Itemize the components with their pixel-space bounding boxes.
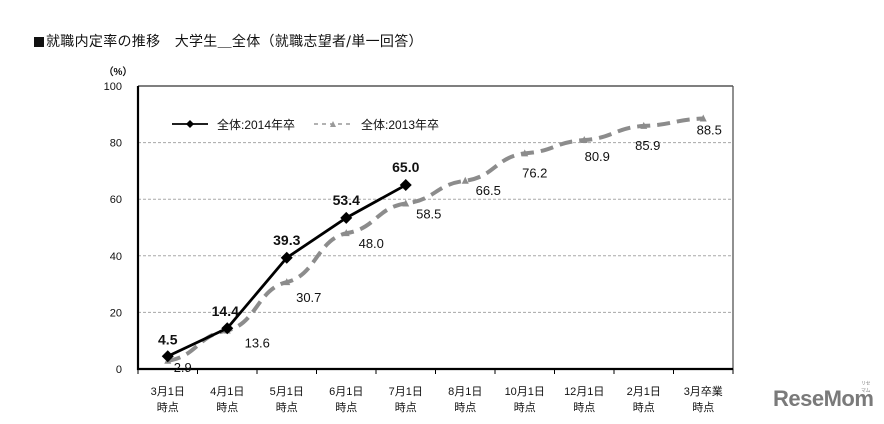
data-label-2013: 2.9 [174, 360, 192, 375]
diamond-marker-icon [161, 350, 174, 363]
diamond-marker-icon [221, 322, 234, 335]
triangle-marker-icon [342, 229, 350, 237]
x-tick-label: 3月卒業 [684, 384, 723, 398]
x-tick-label: 8月1日 [448, 386, 482, 398]
triangle-marker-icon [521, 149, 529, 157]
legend-diamond-icon [186, 120, 194, 128]
triangle-marker-icon [640, 121, 648, 129]
square-bullet-icon [34, 37, 44, 47]
x-tick-label: 時点 [216, 401, 238, 414]
y-tick-label: 0 [116, 364, 122, 376]
triangle-marker-icon [580, 136, 588, 144]
y-tick-label: 20 [110, 307, 122, 319]
triangle-marker-icon [461, 176, 469, 184]
data-label-2013: 66.5 [476, 183, 501, 198]
legend-2013-label: 全体:2013年卒 [361, 117, 439, 132]
logo-text: ReseMom [773, 386, 874, 411]
legend-triangle-icon [330, 121, 336, 127]
series-2014-line [167, 183, 407, 358]
diamond-marker-icon [340, 211, 353, 224]
data-label-2013: 80.9 [585, 149, 610, 164]
x-tick-label: 時点 [633, 401, 655, 414]
y-tick-label: 80 [110, 138, 122, 150]
legend-2014-label: 全体:2014年卒 [217, 117, 295, 132]
data-label-2014: 14.4 [212, 303, 239, 319]
y-tick-label: 40 [110, 251, 122, 263]
x-tick-label: 時点 [454, 401, 476, 414]
chart-title: 就職内定率の推移 大学生＿全体（就職志望者/単一回答） [34, 31, 423, 51]
x-tick-label: 4月1日 [210, 386, 244, 398]
data-label-2013: 58.5 [416, 206, 441, 221]
data-label-2013: 30.7 [296, 290, 321, 305]
x-tick-label: 時点 [395, 401, 417, 414]
y-tick-label: 60 [110, 194, 122, 206]
x-tick-label: 時点 [573, 401, 595, 414]
triangle-marker-icon [402, 199, 410, 207]
logo-ruby: リセマム [861, 381, 871, 394]
x-tick-label: 時点 [514, 401, 536, 414]
chart-title-text: 就職内定率の推移 大学生＿全体（就職志望者/単一回答） [46, 34, 423, 50]
x-tick-label: 5月1日 [270, 386, 304, 398]
series-2013-line [167, 116, 704, 363]
data-label-2014: 53.4 [333, 192, 360, 208]
resemom-logo: ReseMom リセマム [773, 381, 874, 412]
y-unit-label: （%） [104, 65, 133, 78]
x-tick-label: 時点 [276, 401, 298, 414]
x-tick-label: 12月1日 [564, 386, 604, 398]
x-tick-label: 2月1日 [627, 386, 661, 398]
data-label-2014: 39.3 [273, 232, 300, 248]
y-tick-label: 100 [104, 81, 122, 93]
data-label-2014: 4.5 [158, 331, 178, 347]
x-tick-label: 時点 [335, 401, 357, 414]
data-label-2013: 48.0 [359, 236, 384, 251]
diamond-marker-icon [280, 251, 293, 264]
x-tick-label: 10月1日 [505, 386, 545, 398]
data-label-2013: 88.5 [697, 123, 722, 138]
x-tick-label: 7月1日 [389, 386, 423, 398]
triangle-marker-icon [699, 114, 707, 122]
x-tick-label: 時点 [157, 401, 179, 414]
x-tick-label: 6月1日 [329, 386, 363, 398]
data-label-2013: 85.9 [635, 138, 660, 153]
data-label-2014: 65.0 [392, 159, 419, 175]
diamond-marker-icon [399, 179, 412, 192]
x-tick-label: 時点 [692, 401, 714, 414]
triangle-marker-icon [283, 278, 291, 286]
data-label-2013: 76.2 [522, 165, 547, 180]
x-tick-label: 3月1日 [151, 386, 185, 398]
data-label-2013: 13.6 [245, 336, 270, 351]
